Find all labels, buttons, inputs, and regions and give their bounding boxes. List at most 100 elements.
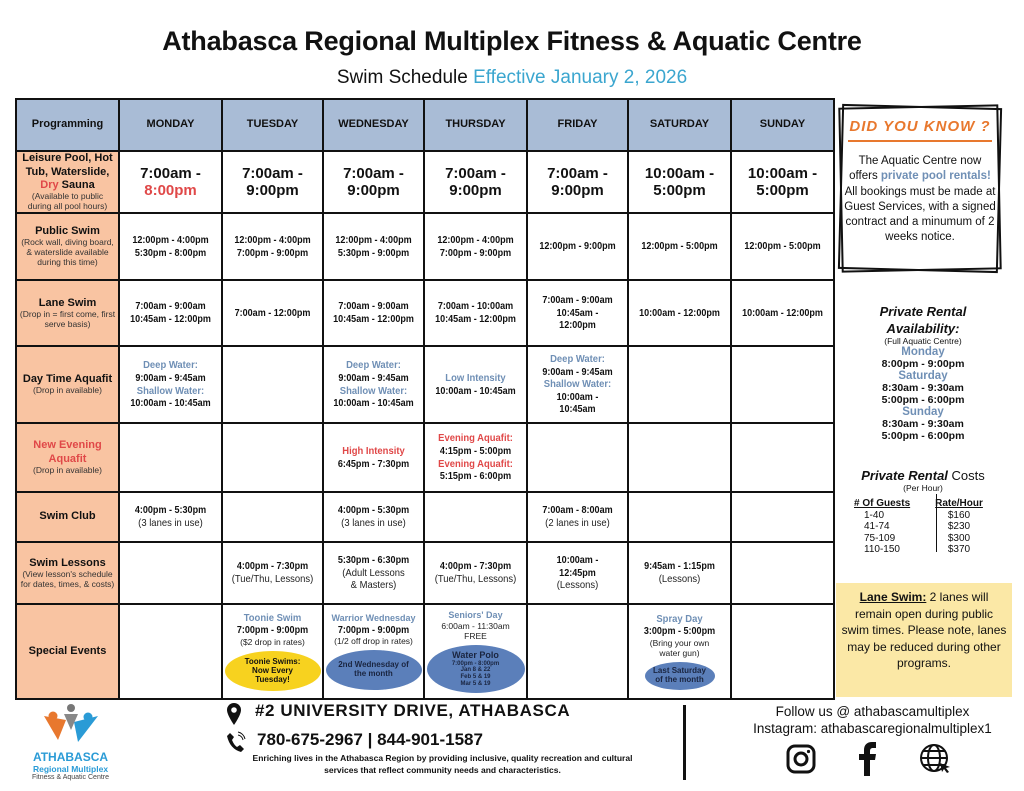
cell-line: 5:30pm - 6:30pm — [337, 554, 410, 567]
instagram-icon[interactable] — [785, 743, 817, 775]
guests: 41-74 — [864, 521, 890, 532]
schedule-cell-monday — [118, 541, 223, 605]
schedule-cell-thursday: 12:00pm - 4:00pm 7:00pm - 9:00pm — [423, 212, 528, 281]
schedule-cell-friday: 12:00pm - 9:00pm — [526, 212, 629, 281]
cell-line: water gun) — [659, 648, 700, 659]
rental-day: Sunday — [902, 405, 944, 418]
schedule-row: Lane Swim (Drop in = first come, first se… — [15, 279, 835, 347]
schedule-cell-monday: 7:00am - 9:00am 10:45am - 12:00pm — [118, 279, 223, 347]
badge-line: 2nd Wednesday of — [338, 660, 409, 670]
schedule-cell-friday: 7:00am -9:00pm — [526, 150, 629, 214]
label-segment: Special Events — [28, 644, 107, 657]
schedule-cell-saturday — [627, 345, 732, 424]
cell-line: 4:00pm - 5:30pm — [134, 504, 207, 517]
cell-line: 12:00pm - 5:00pm — [744, 240, 821, 253]
column-header-wednesday: WEDNESDAY — [322, 98, 425, 152]
cell-line: 10:45am - 12:00pm — [130, 313, 211, 325]
badge-line: Jan 8 & 22 — [460, 667, 491, 674]
schedule-cell-sunday: 10:00am - 12:00pm — [730, 279, 835, 347]
row-label-note: (Drop in = first come, first serve basis… — [19, 308, 116, 329]
rental-time: 8:30am - 9:30am — [882, 417, 964, 430]
badge-line: Tuesday! — [255, 674, 290, 684]
rental-costs-table: # Of Guests Rate/Hour 1-40 $160 41-74 $230 75… — [854, 494, 994, 556]
cell-line: 12:45pm — [559, 566, 596, 579]
instagram-handle[interactable]: Instagram: athabascaregionalmultiplex1 — [753, 720, 992, 736]
page-subtitle: Swim Schedule Effective January 2, 2026 — [0, 67, 1024, 89]
cell-line: 9:45am - 1:15pm — [644, 560, 715, 573]
schedule-cell-tuesday: 7:00am -9:00pm — [221, 150, 324, 214]
cell-line: (3 lanes in use) — [341, 517, 406, 529]
cell-line: 7:00am - 10:00am — [437, 300, 514, 313]
schedule-cell-wednesday: 5:30pm - 6:30pm (Adult Lessons & Masters) — [322, 541, 425, 605]
schedule-cell-saturday: 10:00am - 12:00pm — [627, 279, 732, 347]
schedule-row: Public Swim (Rock wall, diving board, & w… — [15, 212, 835, 281]
website-globe-icon[interactable] — [918, 742, 954, 778]
heading: Private Rental — [879, 304, 967, 319]
row-label-title: Swim Lessons — [19, 557, 116, 570]
schedule-cell-tuesday: 4:00pm - 7:30pm (Tue/Thu, Lessons) — [221, 541, 324, 605]
cell-line: 12:00pm - 4:00pm — [437, 233, 514, 246]
cell-line: 7:00am - 9:00am — [135, 300, 206, 313]
per-hour: (Per Hour) — [903, 483, 943, 493]
cell-line: Shallow Water: — [136, 384, 205, 397]
row-label-note: (Rock wall, diving board, & waterslide a… — [21, 237, 114, 267]
cell-line: 7:00am - 9:00am — [542, 294, 613, 307]
schedule-cell-saturday: 10:00am -5:00pm — [627, 150, 732, 214]
cell-line: 12:00pm - 4:00pm — [132, 233, 209, 246]
cell-line: 7:00pm - 9:00pm — [236, 246, 309, 259]
schedule-cell-sunday: 10:00am -5:00pm — [730, 150, 835, 214]
event-badge: Toonie Swims: Now Every Tuesday! — [224, 651, 321, 692]
schedule-cell-tuesday: Toonie Swim 7:00pm - 9:00pm ($2 drop in ra… — [221, 603, 324, 700]
badge-line: 7:00pm - 8:00pm — [451, 660, 500, 667]
cell-line: Shallow Water: — [339, 384, 408, 397]
schedule-row: Special Events Toonie Swim 7:00pm - 9:00pm… — [15, 603, 835, 700]
rate: $370 — [947, 544, 971, 555]
cell-line: 3:00pm - 5:00pm — [643, 625, 716, 638]
cell-line: 10:45am - — [556, 306, 599, 319]
facebook-icon[interactable] — [856, 742, 878, 776]
row-label-title: Lane Swim — [19, 297, 116, 310]
cell-line: 9:00pm — [551, 182, 604, 199]
column-header-tuesday: TUESDAY — [221, 98, 324, 152]
cell-line: 4:15pm - 5:00pm — [439, 444, 512, 457]
row-label-title: Leisure Pool, Hot Tub, Waterslide, Dry S… — [19, 152, 116, 192]
badge-line: Toonie Swims: — [244, 656, 301, 666]
row-label-title: Swim Club — [19, 510, 116, 523]
schedule-cell-thursday: Low Intensity 10:00am - 10:45am — [423, 345, 528, 424]
row-label: Special Events — [15, 603, 120, 700]
cell-line: 10:00am - 10:45am — [130, 397, 211, 410]
cell-line: 4:00pm - 5:30pm — [337, 504, 410, 517]
cell-line: Evening Aquafit: — [438, 457, 513, 470]
cell-line: 7:00pm - 9:00pm — [236, 624, 309, 637]
schedule-cell-thursday — [423, 491, 528, 543]
cell-line: 5:15pm - 6:00pm — [439, 470, 512, 483]
schedule-cell-thursday: 4:00pm - 7:30pm (Tue/Thu, Lessons) — [423, 541, 528, 605]
schedule-cell-saturday — [627, 422, 732, 493]
schedule-cell-tuesday — [221, 345, 324, 424]
effective-date: Effective January 2, 2026 — [473, 67, 688, 88]
guests: 1-40 — [864, 509, 885, 521]
cell-line: 10:00am - — [644, 164, 715, 182]
cell-line: 7:00am - — [140, 164, 201, 182]
row-label: Day Time Aquafit (Drop in available) — [15, 345, 120, 424]
badge-line: Now Every — [252, 665, 293, 675]
guests: 75-109 — [864, 532, 896, 544]
cell-line: 5:30pm - 8:00pm — [134, 246, 207, 259]
cell-line: (Adult Lessons — [342, 566, 405, 579]
heading-italic: Private Rental — [861, 468, 948, 483]
cell-line: 7:00am - — [445, 164, 506, 182]
schedule-row: Leisure Pool, Hot Tub, Waterslide, Dry S… — [15, 150, 835, 214]
rate-row: 41-74 $230 — [854, 521, 994, 533]
row-label: Lane Swim (Drop in = first come, first se… — [15, 279, 120, 347]
cell-line: 9:00pm — [246, 182, 299, 199]
follow-text[interactable]: Follow us @ athabascamultiplex — [775, 704, 970, 719]
badge-line: Last Saturday — [653, 666, 706, 676]
schedule-cell-thursday: Evening Aquafit: 4:15pm - 5:00pm Evening A… — [423, 422, 528, 493]
cell-line: 7:00am - — [343, 164, 404, 182]
cell-line: 5:00pm — [756, 182, 809, 199]
schedule-cell-friday: 10:00am -12:45pm (Lessons) — [526, 541, 629, 605]
schedule-cell-thursday: 7:00am - 10:00am 10:45am - 12:00pm — [423, 279, 528, 347]
logo-name: ATHABASCA — [32, 750, 109, 764]
row-label-title: Public Swim — [19, 225, 116, 238]
schedule-cell-monday — [118, 603, 223, 700]
